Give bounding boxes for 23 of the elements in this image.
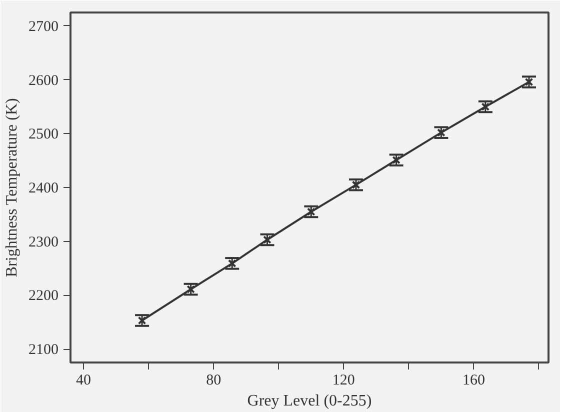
y-tick-label: 2700 xyxy=(28,18,58,35)
x-axis-title: Grey Level (0-255) xyxy=(247,392,372,410)
y-axis-title: Brightness Temperature (K) xyxy=(4,98,20,278)
point xyxy=(392,156,400,164)
y-tick-label: 2100 xyxy=(28,342,58,358)
x-tick-label: 120 xyxy=(332,372,355,388)
point xyxy=(352,180,360,189)
y-tick-label: 2200 xyxy=(28,288,58,304)
y-tick-label: 2600 xyxy=(28,72,58,89)
x-tick-label: 80 xyxy=(206,372,222,388)
point xyxy=(481,102,490,111)
y-tick-label: 2400 xyxy=(28,180,58,196)
x-tick-label: 160 xyxy=(462,372,485,388)
point xyxy=(524,78,534,86)
point xyxy=(228,259,236,268)
point xyxy=(138,316,146,325)
point xyxy=(437,128,446,137)
y-tick-label: 2300 xyxy=(28,234,58,250)
point xyxy=(186,285,195,294)
point xyxy=(263,236,272,244)
y-tick-label: 2500 xyxy=(28,126,58,143)
point xyxy=(306,208,316,216)
x-tick-label: 40 xyxy=(76,372,92,388)
